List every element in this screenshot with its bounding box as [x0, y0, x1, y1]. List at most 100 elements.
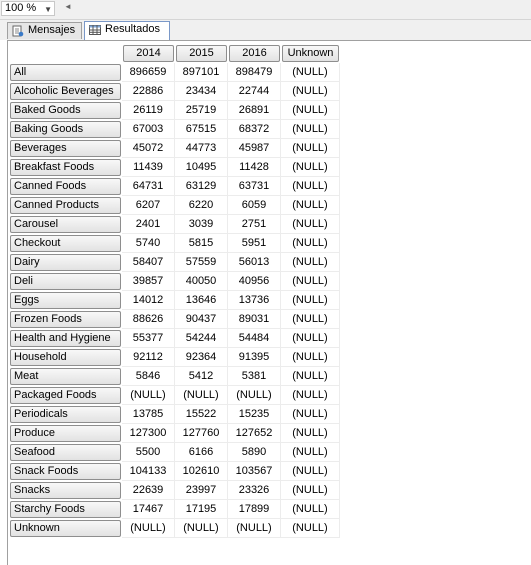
row-header[interactable]: Alcoholic Beverages: [10, 83, 121, 100]
data-cell[interactable]: 127300: [122, 424, 175, 443]
data-cell[interactable]: 22639: [122, 481, 175, 500]
data-cell[interactable]: 63129: [175, 177, 228, 196]
data-cell[interactable]: 13736: [228, 291, 281, 310]
row-header[interactable]: Baking Goods: [10, 121, 121, 138]
data-cell[interactable]: (NULL): [281, 234, 340, 253]
data-cell[interactable]: 23326: [228, 481, 281, 500]
column-header[interactable]: Unknown: [282, 45, 339, 62]
data-cell[interactable]: (NULL): [281, 196, 340, 215]
data-cell[interactable]: 25719: [175, 101, 228, 120]
data-cell[interactable]: (NULL): [122, 519, 175, 538]
data-cell[interactable]: (NULL): [281, 63, 340, 82]
data-cell[interactable]: 897101: [175, 63, 228, 82]
data-cell[interactable]: 17195: [175, 500, 228, 519]
row-header[interactable]: Seafood: [10, 444, 121, 461]
data-cell[interactable]: 127652: [228, 424, 281, 443]
data-cell[interactable]: (NULL): [281, 500, 340, 519]
data-cell[interactable]: (NULL): [281, 462, 340, 481]
data-cell[interactable]: 22744: [228, 82, 281, 101]
column-header[interactable]: 2016: [229, 45, 280, 62]
data-cell[interactable]: 67515: [175, 120, 228, 139]
data-cell[interactable]: (NULL): [175, 519, 228, 538]
row-header[interactable]: Starchy Foods: [10, 501, 121, 518]
row-header[interactable]: Dairy: [10, 254, 121, 271]
data-cell[interactable]: (NULL): [281, 519, 340, 538]
data-cell[interactable]: (NULL): [281, 272, 340, 291]
data-cell[interactable]: 26891: [228, 101, 281, 120]
data-cell[interactable]: 13785: [122, 405, 175, 424]
data-cell[interactable]: (NULL): [175, 386, 228, 405]
data-cell[interactable]: 5412: [175, 367, 228, 386]
row-header[interactable]: Unknown: [10, 520, 121, 537]
row-header[interactable]: Eggs: [10, 292, 121, 309]
row-header[interactable]: Packaged Foods: [10, 387, 121, 404]
row-header[interactable]: All: [10, 64, 121, 81]
row-header[interactable]: Periodicals: [10, 406, 121, 423]
data-cell[interactable]: 6059: [228, 196, 281, 215]
row-header[interactable]: Breakfast Foods: [10, 159, 121, 176]
data-cell[interactable]: 17467: [122, 500, 175, 519]
data-cell[interactable]: 102610: [175, 462, 228, 481]
data-cell[interactable]: 63731: [228, 177, 281, 196]
data-cell[interactable]: 55377: [122, 329, 175, 348]
data-cell[interactable]: 11439: [122, 158, 175, 177]
data-cell[interactable]: 127760: [175, 424, 228, 443]
data-cell[interactable]: (NULL): [281, 120, 340, 139]
row-header[interactable]: Household: [10, 349, 121, 366]
data-cell[interactable]: 92112: [122, 348, 175, 367]
data-cell[interactable]: (NULL): [281, 367, 340, 386]
data-cell[interactable]: 54244: [175, 329, 228, 348]
data-cell[interactable]: 58407: [122, 253, 175, 272]
data-cell[interactable]: 88626: [122, 310, 175, 329]
data-cell[interactable]: (NULL): [228, 519, 281, 538]
data-cell[interactable]: 5740: [122, 234, 175, 253]
data-cell[interactable]: 3039: [175, 215, 228, 234]
data-cell[interactable]: 45987: [228, 139, 281, 158]
data-cell[interactable]: 40050: [175, 272, 228, 291]
corner-cell[interactable]: [9, 44, 122, 63]
data-cell[interactable]: 6220: [175, 196, 228, 215]
column-header[interactable]: 2015: [176, 45, 227, 62]
data-cell[interactable]: (NULL): [281, 177, 340, 196]
data-cell[interactable]: 67003: [122, 120, 175, 139]
data-cell[interactable]: (NULL): [281, 424, 340, 443]
tab-resultados[interactable]: Resultados: [84, 21, 170, 40]
data-cell[interactable]: 91395: [228, 348, 281, 367]
results-grid[interactable]: 2014 2015 2016 Unknown All 896659 897101 89847…: [7, 40, 531, 565]
data-cell[interactable]: 5951: [228, 234, 281, 253]
data-cell[interactable]: (NULL): [281, 291, 340, 310]
data-cell[interactable]: 104133: [122, 462, 175, 481]
data-cell[interactable]: 896659: [122, 63, 175, 82]
data-cell[interactable]: 11428: [228, 158, 281, 177]
zoom-select[interactable]: 100 % ▼: [1, 1, 55, 16]
data-cell[interactable]: 23997: [175, 481, 228, 500]
data-cell[interactable]: 15235: [228, 405, 281, 424]
data-cell[interactable]: (NULL): [281, 386, 340, 405]
data-cell[interactable]: 5381: [228, 367, 281, 386]
data-cell[interactable]: 44773: [175, 139, 228, 158]
data-cell[interactable]: (NULL): [281, 101, 340, 120]
column-header[interactable]: 2014: [123, 45, 174, 62]
data-cell[interactable]: 40956: [228, 272, 281, 291]
scroll-left-icon[interactable]: ◄: [64, 2, 72, 11]
tab-mensajes[interactable]: Mensajes: [7, 22, 82, 39]
data-cell[interactable]: 92364: [175, 348, 228, 367]
row-header[interactable]: Canned Foods: [10, 178, 121, 195]
data-cell[interactable]: 45072: [122, 139, 175, 158]
data-cell[interactable]: (NULL): [281, 310, 340, 329]
data-cell[interactable]: (NULL): [122, 386, 175, 405]
data-cell[interactable]: 39857: [122, 272, 175, 291]
row-header[interactable]: Health and Hygiene: [10, 330, 121, 347]
data-cell[interactable]: 5500: [122, 443, 175, 462]
data-cell[interactable]: (NULL): [281, 348, 340, 367]
data-cell[interactable]: 23434: [175, 82, 228, 101]
row-header[interactable]: Meat: [10, 368, 121, 385]
data-cell[interactable]: 15522: [175, 405, 228, 424]
row-header[interactable]: Baked Goods: [10, 102, 121, 119]
data-cell[interactable]: 6207: [122, 196, 175, 215]
data-cell[interactable]: (NULL): [281, 405, 340, 424]
data-cell[interactable]: (NULL): [281, 481, 340, 500]
data-cell[interactable]: 68372: [228, 120, 281, 139]
row-header[interactable]: Deli: [10, 273, 121, 290]
data-cell[interactable]: 5890: [228, 443, 281, 462]
